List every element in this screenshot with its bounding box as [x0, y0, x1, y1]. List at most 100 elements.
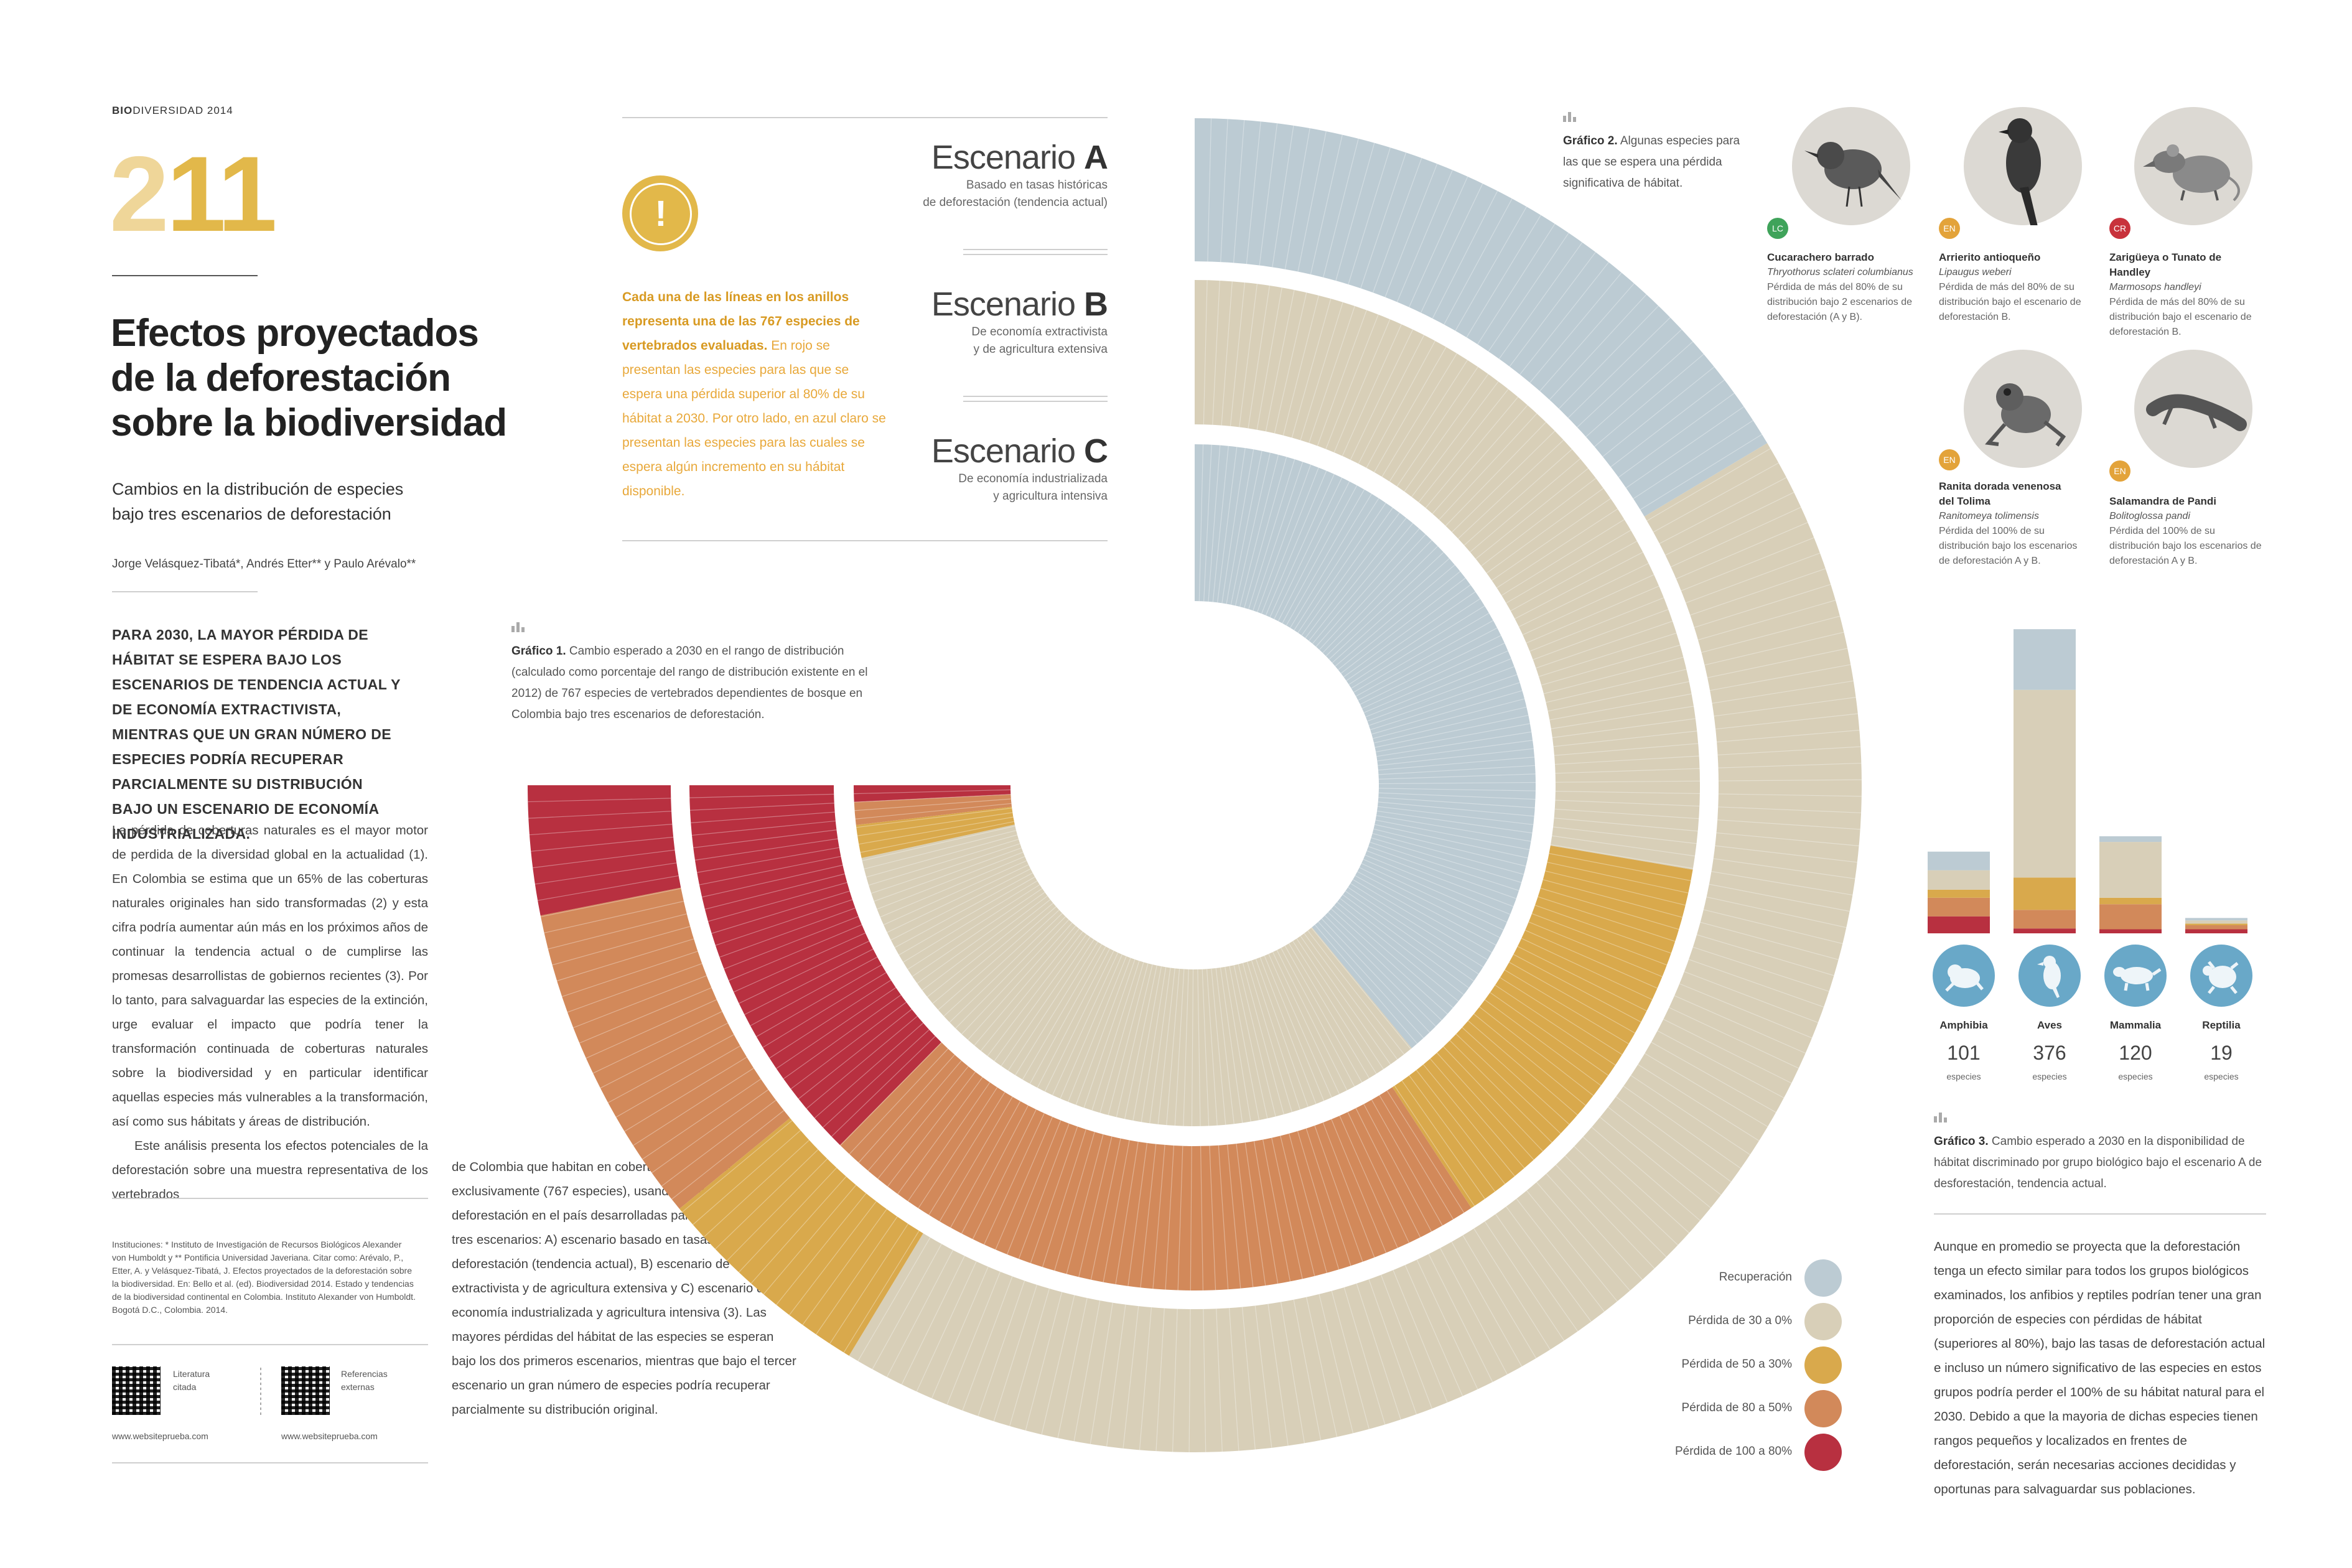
- species-line: [739, 1167, 838, 1273]
- species-illustration: [1964, 350, 2082, 468]
- scenario-letter: A: [1084, 139, 1108, 176]
- species-line: [1420, 183, 1483, 313]
- species-line: [1254, 1305, 1272, 1448]
- legend-swatch: [1804, 1303, 1842, 1340]
- species-line: [556, 938, 694, 981]
- species-line: [1264, 955, 1325, 1101]
- species-line: [1078, 1136, 1113, 1277]
- group-icon-circle: [2104, 945, 2167, 1007]
- species-card: Arrierito antioqueño Lipaugus weberi Pér…: [1939, 250, 2088, 325]
- species-illustration: [2134, 350, 2252, 468]
- species-line: [1007, 939, 1094, 1071]
- qr-code-literature[interactable]: [112, 1366, 161, 1415]
- alert-icon: !: [630, 183, 692, 245]
- species-line: [1529, 597, 1664, 652]
- species-line: [1653, 462, 1779, 533]
- species-line: [1713, 858, 1855, 879]
- species-line: [1384, 164, 1438, 297]
- species-line: [1293, 1299, 1322, 1440]
- species-line: [1337, 902, 1459, 1002]
- salamander-icon: [2146, 394, 2247, 431]
- group-bar-chart: [1928, 629, 2247, 933]
- species-lines: [689, 280, 1700, 1290]
- website-link[interactable]: www.websiteprueba.com: [281, 1431, 378, 1441]
- species-line: [1484, 1221, 1565, 1341]
- species-line: [1409, 1075, 1496, 1192]
- species-line: [1099, 962, 1144, 1113]
- species-line: [1679, 983, 1813, 1038]
- species-line: [955, 916, 1066, 1029]
- species-line: [1328, 552, 1444, 660]
- species-line: [1317, 310, 1367, 446]
- species-line: [1343, 584, 1471, 678]
- species-line: [1282, 295, 1319, 436]
- species-line: [1715, 713, 1858, 730]
- divider: [963, 254, 1108, 255]
- species-line: [1546, 669, 1687, 703]
- species-line: [1348, 598, 1481, 685]
- species-line: [1701, 615, 1841, 653]
- species-line: [1638, 1064, 1760, 1141]
- species-line: [1376, 810, 1533, 834]
- species-line: [1551, 706, 1694, 729]
- species-line: [562, 951, 698, 997]
- species-line: [1197, 969, 1201, 1126]
- frog-icon: [1985, 383, 2066, 447]
- species-line: [1230, 282, 1246, 426]
- legend-label: Pérdida de 50 a 30%: [1681, 1358, 1792, 1371]
- species-line: [912, 888, 1043, 977]
- species-lines: [854, 444, 1536, 1126]
- species-line: [1716, 832, 1859, 846]
- species-line: [1234, 452, 1271, 606]
- species-line: [1212, 446, 1229, 602]
- species-line: [1274, 477, 1343, 620]
- species-line: [1718, 779, 1862, 782]
- grafico3-text: Cambio esperado a 2030 en la disponibili…: [1934, 1135, 2262, 1191]
- turtle-icon: [2203, 961, 2239, 994]
- bar-segment: [1928, 897, 1990, 917]
- grafico3-body: Aunque en promedio se proyecta que la de…: [1934, 1239, 2266, 1496]
- species-line: [898, 876, 1035, 956]
- authors: Jorge Velásquez-Tibatá*, Andrés Etter** …: [112, 558, 416, 571]
- species-line: [681, 1120, 793, 1213]
- status-badge: CR: [2109, 218, 2130, 239]
- species-line: [946, 1271, 1001, 1405]
- species-line: [1374, 824, 1528, 859]
- species-line: [950, 1101, 1021, 1228]
- species-line: [769, 979, 892, 1058]
- species-line: [538, 875, 679, 901]
- donut-segment: [540, 887, 790, 1209]
- species-line: [1381, 353, 1457, 477]
- group-unit: especies: [1946, 1071, 1981, 1081]
- species-line: [1377, 806, 1534, 825]
- grafico1-caption: Gráfico 1. Cambio esperado a 2030 en el …: [511, 620, 887, 726]
- bar-segment: [2099, 929, 2162, 933]
- website-link[interactable]: www.websiteprueba.com: [112, 1431, 208, 1441]
- species-line: [978, 1281, 1025, 1417]
- species-line: [533, 849, 675, 869]
- species-line: [1216, 1309, 1223, 1452]
- species-line: [1325, 546, 1439, 656]
- species-line: [1432, 404, 1528, 515]
- species-line: [866, 834, 1018, 878]
- bar-segment: [2099, 897, 2162, 905]
- species-line: [1037, 948, 1110, 1088]
- bar-segment: [2099, 836, 2162, 842]
- species-line: [1165, 1145, 1175, 1290]
- species-line: [1602, 366, 1715, 457]
- opossum-icon: [2143, 144, 2240, 202]
- species-line: [962, 1276, 1013, 1411]
- species-line: [1553, 730, 1697, 747]
- status-badge: EN: [2109, 460, 2130, 482]
- species-line: [1372, 833, 1524, 875]
- institutions-note: Instituciones: * Instituto de Investigac…: [112, 1239, 416, 1315]
- species-line: [1289, 943, 1370, 1079]
- species-line: [699, 856, 841, 885]
- species-line: [1709, 884, 1850, 912]
- species-line: [1541, 645, 1681, 686]
- species-line: [1522, 574, 1654, 635]
- bar-segment: [2099, 842, 2162, 898]
- qr-code-references[interactable]: [281, 1366, 330, 1415]
- species-line: [1707, 648, 1848, 678]
